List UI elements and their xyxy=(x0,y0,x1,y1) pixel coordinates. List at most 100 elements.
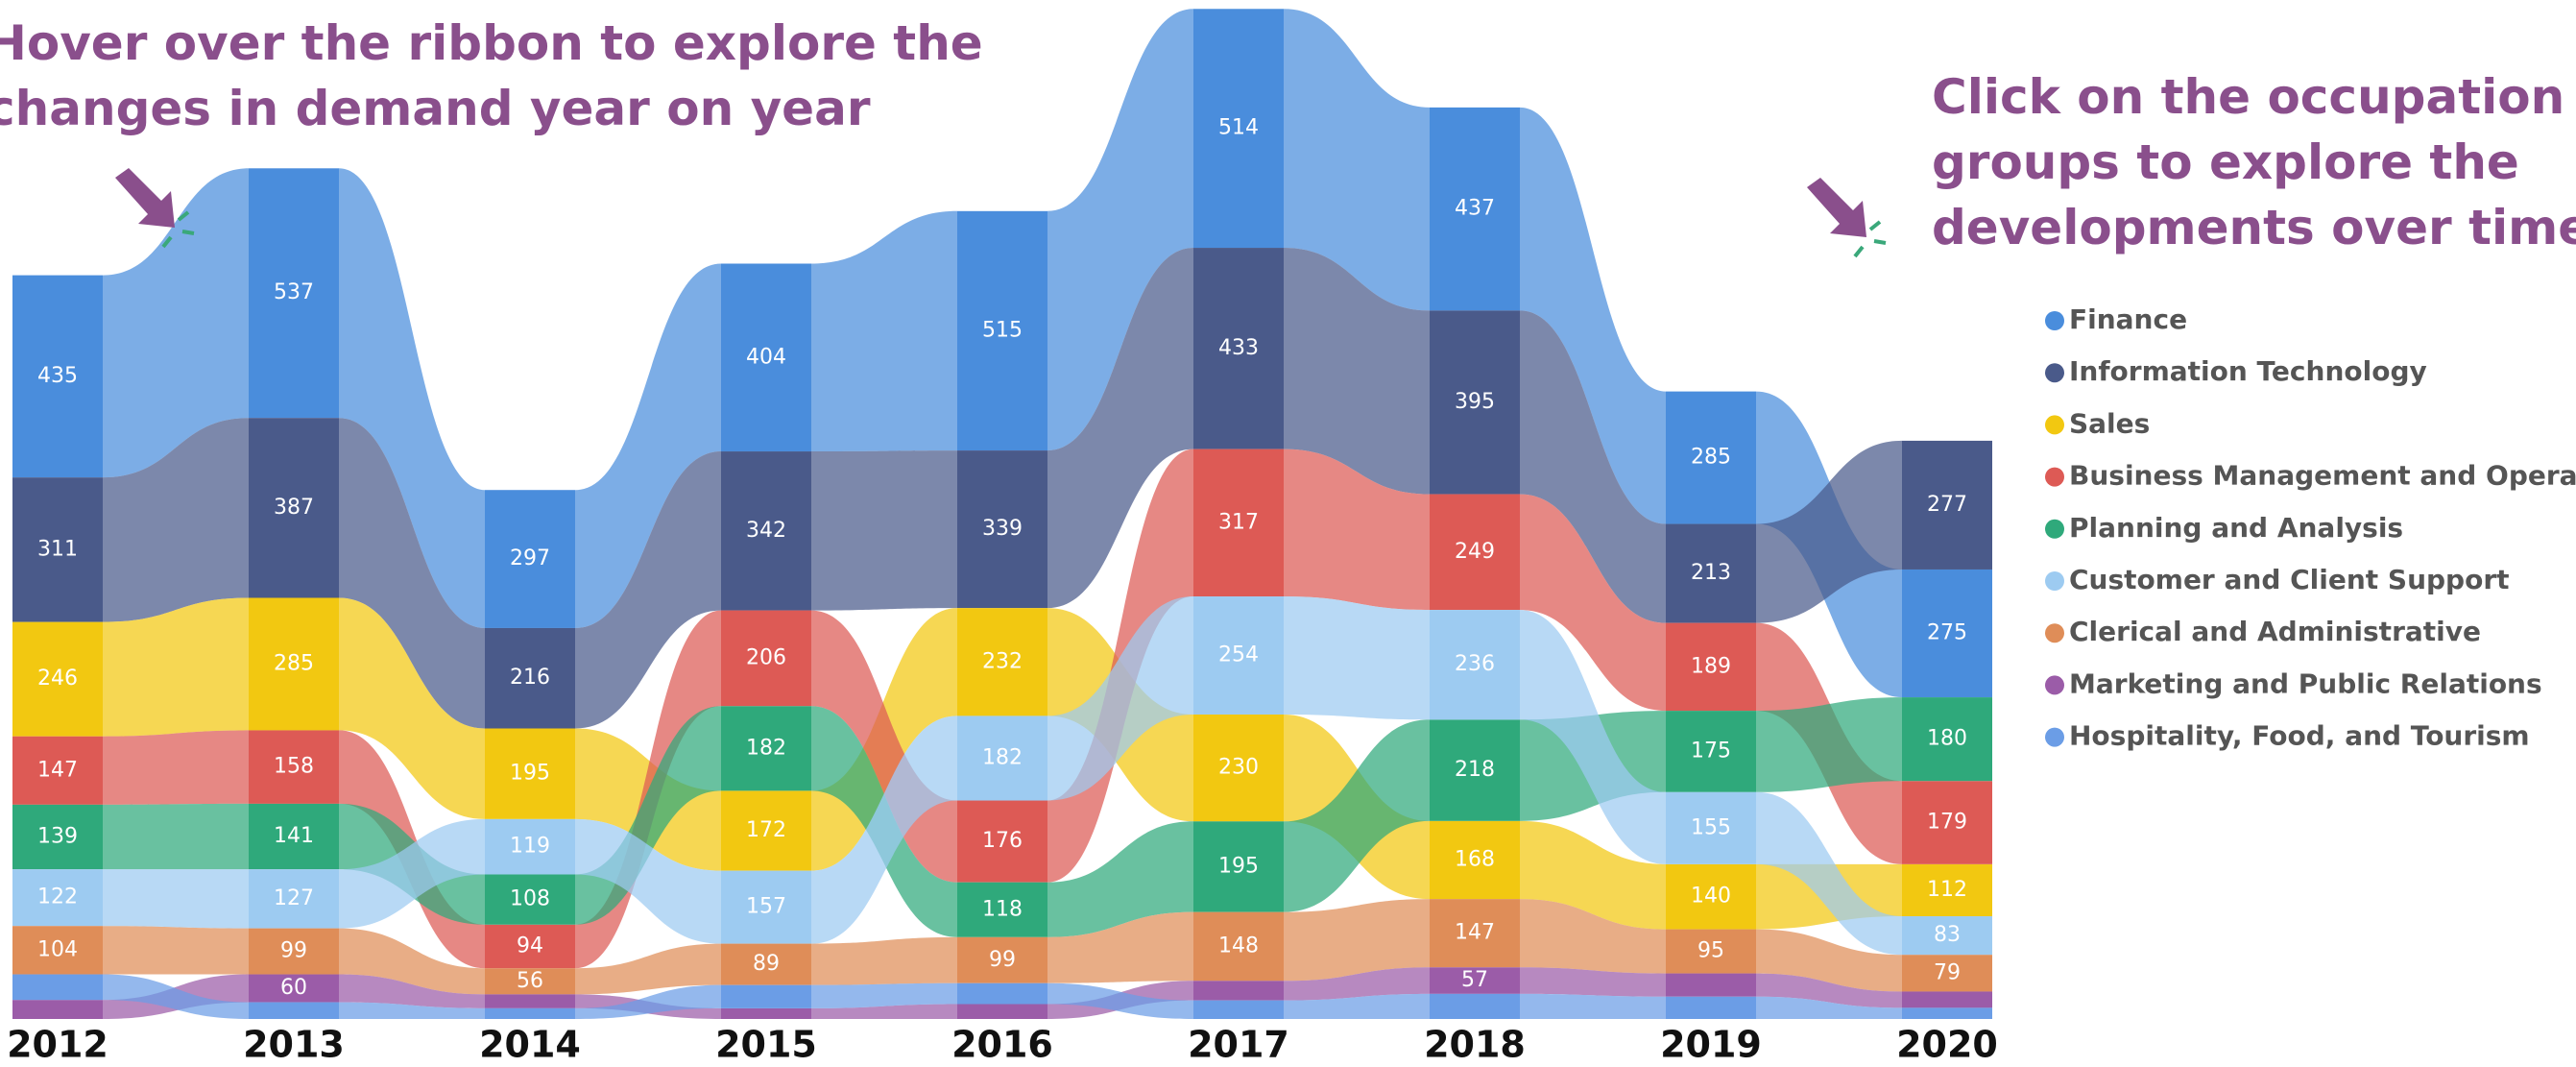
ribbon xyxy=(1756,996,1902,1019)
x-tick-label: 2012 xyxy=(7,1024,108,1066)
data-label: 195 xyxy=(510,762,550,786)
bar-segment xyxy=(1666,791,1756,864)
bar-segment xyxy=(1430,967,1520,994)
bar-segment xyxy=(1193,596,1284,715)
arrow-icon xyxy=(115,168,195,249)
ribbon xyxy=(1284,719,1430,912)
legend-item[interactable]: Finance xyxy=(2045,303,2187,335)
ribbon xyxy=(339,928,485,995)
bar-segment xyxy=(485,874,575,925)
bar-segment xyxy=(1430,719,1520,821)
ribbon xyxy=(1756,697,1902,792)
legend-label: Marketing and Public Relations xyxy=(2069,667,2542,699)
legend-item[interactable]: Clerical and Administrative xyxy=(2045,616,2481,647)
data-label: 94 xyxy=(517,934,543,958)
x-tick-label: 2018 xyxy=(1424,1024,1526,1066)
legend-swatch xyxy=(2045,519,2064,539)
bar-segment xyxy=(721,790,811,871)
bar-segment xyxy=(1902,863,1992,917)
ribbon xyxy=(103,597,249,737)
data-label: 175 xyxy=(1691,739,1731,763)
data-label: 387 xyxy=(274,496,314,520)
bar-segment xyxy=(721,451,811,611)
data-label: 206 xyxy=(746,645,786,669)
bar-segment xyxy=(721,706,811,791)
ribbon xyxy=(103,926,249,975)
ribbon xyxy=(1520,310,1666,623)
ribbon xyxy=(339,597,485,819)
bar-segment xyxy=(12,869,103,927)
data-label: 148 xyxy=(1218,934,1259,958)
bar-segment xyxy=(1666,391,1756,524)
data-label: 139 xyxy=(37,825,78,849)
data-label: 182 xyxy=(982,745,1023,769)
bar-segment xyxy=(12,974,103,1001)
legend-item[interactable]: Hospitality, Food, and Tourism xyxy=(2045,720,2530,752)
bar-segment xyxy=(12,804,103,870)
legend-item[interactable]: Planning and Analysis xyxy=(2045,512,2403,544)
data-label: 437 xyxy=(1455,197,1495,221)
ribbon xyxy=(339,974,485,1008)
data-label: 168 xyxy=(1455,847,1495,871)
bar-segment xyxy=(721,943,811,985)
bar-segment xyxy=(1430,610,1520,720)
legend-swatch xyxy=(2045,311,2064,330)
bar-segment xyxy=(1193,1000,1284,1019)
ribbon xyxy=(1756,791,1902,956)
bar-segment xyxy=(249,974,339,1003)
legend-item[interactable]: Information Technology xyxy=(2045,355,2427,387)
ribbon xyxy=(1520,820,1666,930)
bar-segment xyxy=(249,597,339,731)
legend-item[interactable]: Sales xyxy=(2045,407,2150,439)
ribbon xyxy=(1047,9,1193,451)
bar-segment xyxy=(957,608,1047,716)
data-label: 79 xyxy=(1934,960,1961,984)
x-tick-label: 2019 xyxy=(1660,1024,1762,1066)
bar-segment xyxy=(1193,821,1284,912)
legend-swatch xyxy=(2045,415,2064,435)
bar-segment xyxy=(1430,494,1520,611)
x-tick-label: 2015 xyxy=(715,1024,817,1066)
legend-item[interactable]: Customer and Client Support xyxy=(2045,564,2510,595)
ribbon xyxy=(811,450,957,611)
ribbon xyxy=(339,1002,485,1019)
bar-segment xyxy=(1902,697,1992,782)
data-label: 112 xyxy=(1927,878,1967,902)
bar-segment xyxy=(485,994,575,1008)
data-label: 104 xyxy=(37,937,78,961)
data-label: 213 xyxy=(1691,561,1731,585)
bar-segment xyxy=(249,730,339,804)
ribbon xyxy=(811,982,957,1008)
data-label: 182 xyxy=(746,736,786,760)
ribbon xyxy=(1047,821,1193,937)
bar-segment xyxy=(1430,820,1520,900)
data-label: 155 xyxy=(1691,815,1731,839)
ribbon xyxy=(1520,610,1666,864)
data-label: 230 xyxy=(1218,756,1259,780)
data-label: 311 xyxy=(37,537,78,561)
legend-item[interactable]: Business Management and Operations xyxy=(2045,460,2576,492)
annotation: Click on the occupation xyxy=(1932,69,2564,125)
data-label: 108 xyxy=(510,887,550,911)
bar-segment xyxy=(1193,9,1284,249)
data-label: 140 xyxy=(1691,885,1731,909)
bar-segment xyxy=(1666,622,1756,712)
data-label: 157 xyxy=(746,895,786,919)
ribbon xyxy=(1284,449,1430,611)
ribbon xyxy=(103,730,249,805)
bar-segment xyxy=(957,210,1047,451)
bar-segment xyxy=(1193,449,1284,597)
ribbon xyxy=(1284,9,1430,311)
ribbon xyxy=(1756,973,1902,1008)
legend-item[interactable]: Marketing and Public Relations xyxy=(2045,667,2542,699)
bar-segment xyxy=(485,924,575,969)
bar-segment xyxy=(1193,714,1284,822)
ribbon xyxy=(1284,967,1430,1001)
ribbon xyxy=(1284,248,1430,495)
ribbon xyxy=(811,936,957,985)
ribbon xyxy=(1284,899,1430,982)
bar-segment xyxy=(1902,955,1992,992)
bar-segment xyxy=(249,168,339,419)
bar-segment xyxy=(1666,711,1756,792)
data-label: 514 xyxy=(1218,116,1259,140)
